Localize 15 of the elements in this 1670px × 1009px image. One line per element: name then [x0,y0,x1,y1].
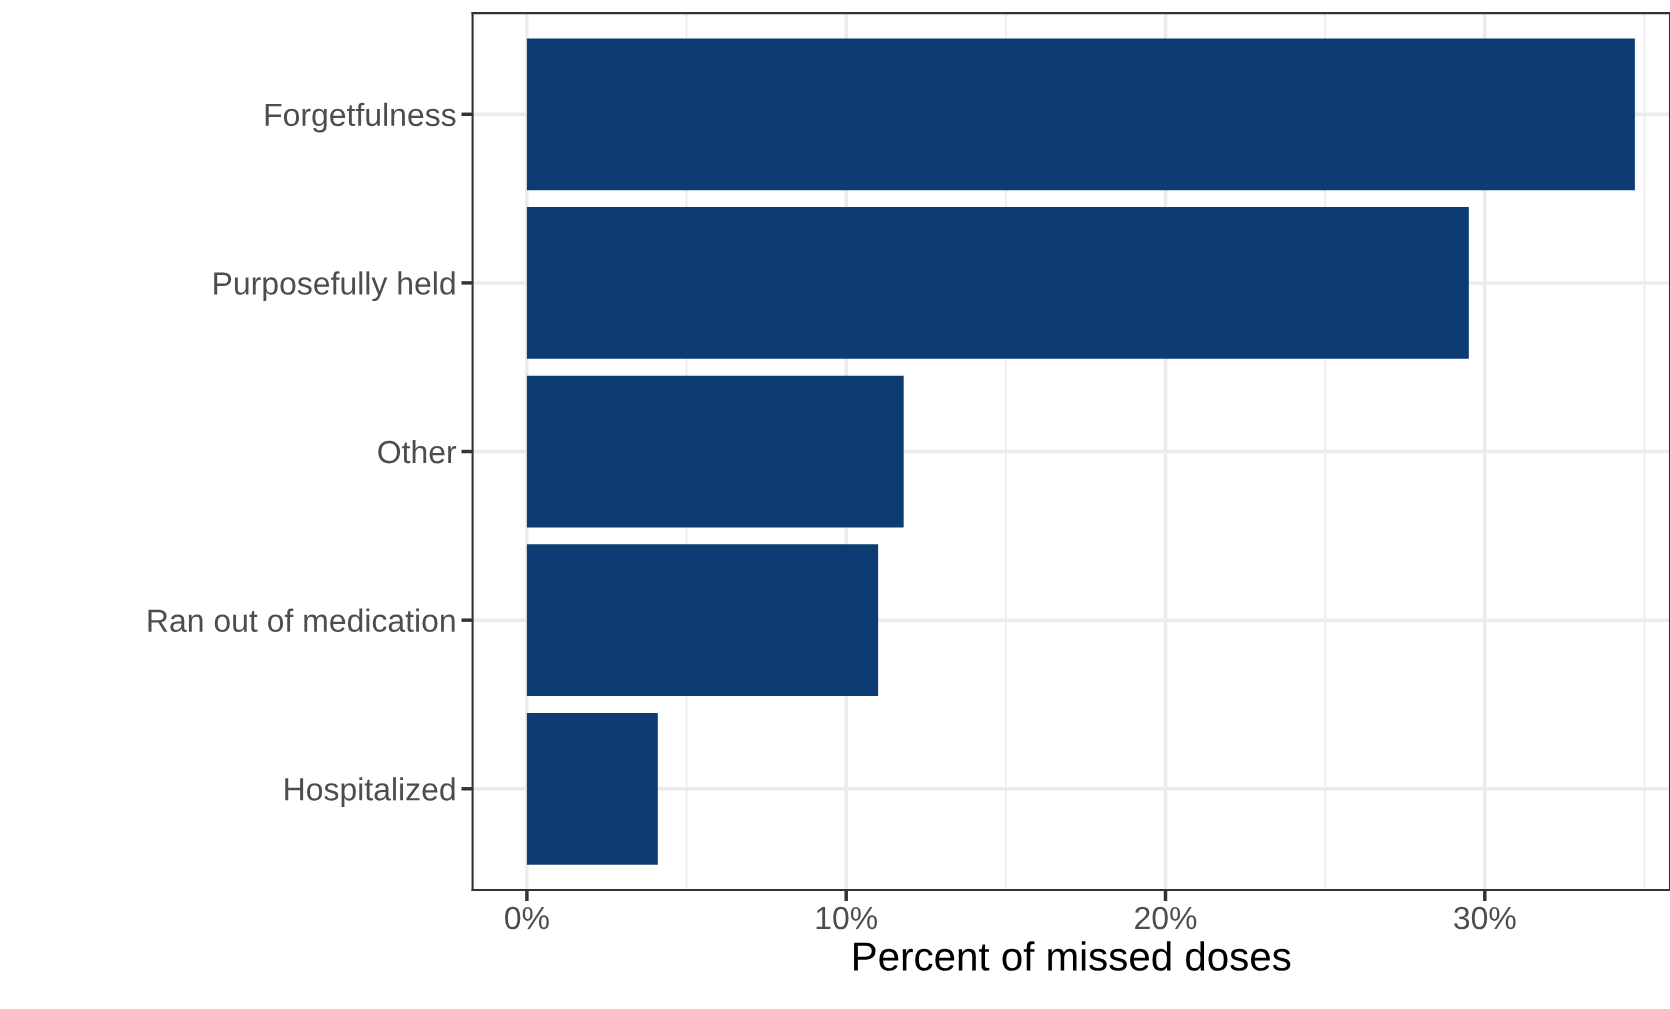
bar [526,38,1635,191]
x-tick-label: 0% [505,906,549,930]
x-tick-label: 10% [816,906,878,930]
bar [526,375,904,528]
x-tick-label: 20% [1135,906,1197,930]
y-tick-label: Purposefully held [214,271,455,302]
bar [526,712,658,865]
y-tick-label: Ran out of medication [148,608,455,633]
bar [526,207,1469,359]
x-axis-title: Percent of missed doses [854,941,1291,971]
y-tick-label: Forgetfulness [265,102,456,133]
bar [526,544,879,697]
y-tick-label: Other [378,439,457,464]
x-tick-label: 30% [1454,906,1516,930]
y-tick-label: Hospitalized [285,777,455,807]
